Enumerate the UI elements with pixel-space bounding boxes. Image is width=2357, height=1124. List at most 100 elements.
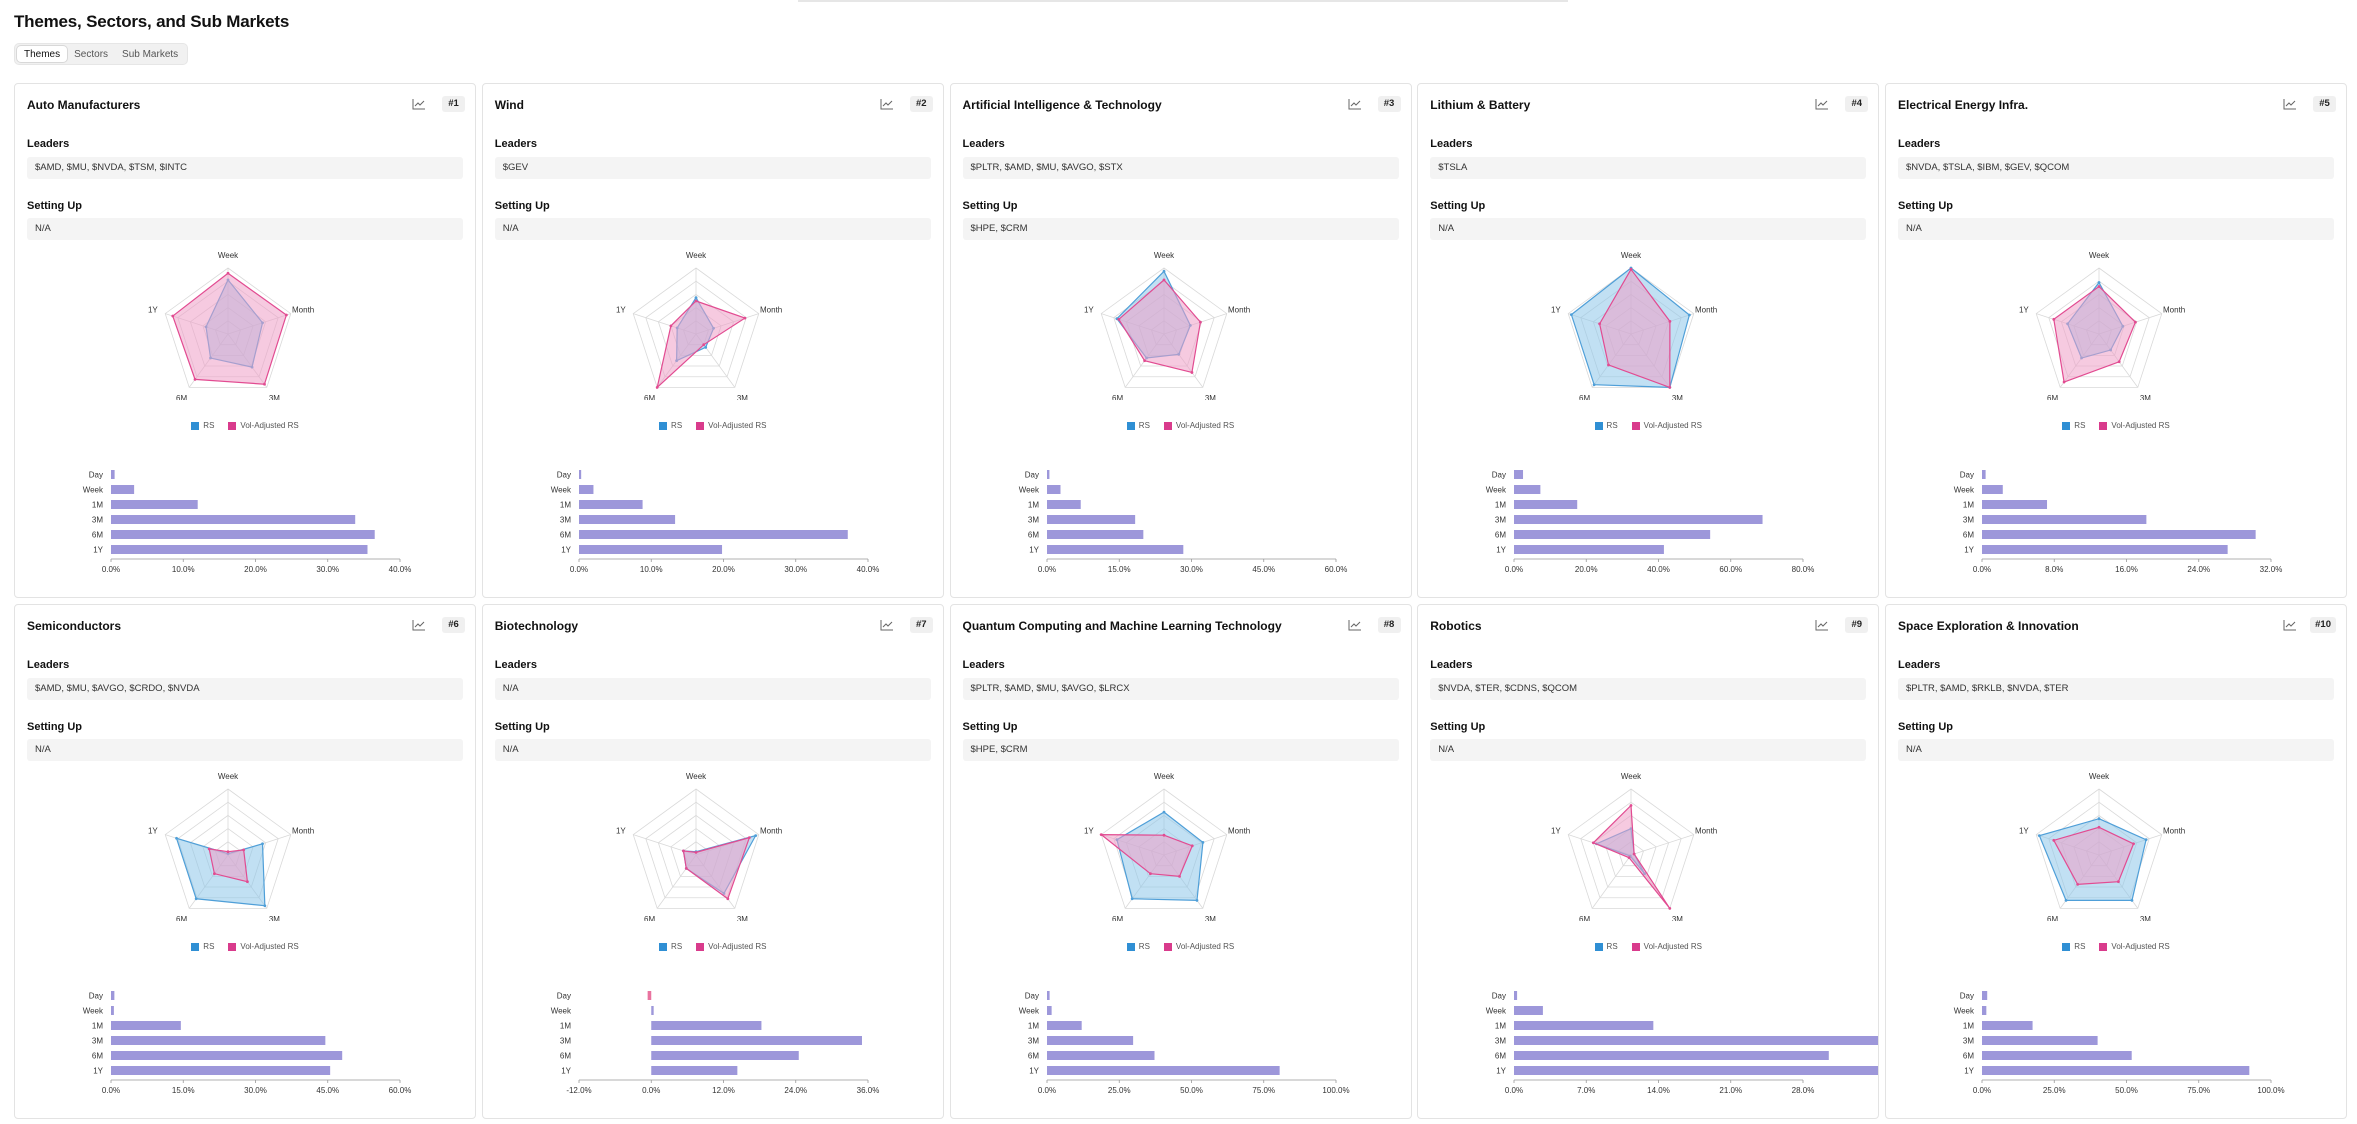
bar-1y[interactable] <box>111 1066 331 1075</box>
radar-vol-adjusted-rs-series[interactable] <box>1098 833 1193 877</box>
bar-6m[interactable] <box>1982 530 2256 539</box>
bar-day[interactable] <box>1514 470 1524 479</box>
bar-day[interactable] <box>111 470 115 479</box>
radar-vol-adjusted-rs-series[interactable] <box>172 272 288 385</box>
tab-sub-markets[interactable]: Sub Markets <box>122 49 179 60</box>
radar-vol-adjusted-rs-series-point[interactable] <box>171 314 175 318</box>
radar-vol-adjusted-rs-series-point[interactable] <box>702 343 705 347</box>
bar-1m[interactable] <box>1982 500 2048 509</box>
radar-vol-adjusted-rs-series-point[interactable] <box>1190 371 1193 374</box>
legend-vol-adjusted-rs[interactable]: Vol-Adjusted RS <box>2099 421 2170 430</box>
radar-vol-adjusted-rs-series-point[interactable] <box>1177 874 1181 878</box>
legend-vol-adjusted-rs[interactable]: Vol-Adjusted RS <box>1163 421 1234 430</box>
radar-vol-adjusted-rs-series-point[interactable] <box>2062 380 2066 384</box>
bar-6m[interactable] <box>651 1051 799 1060</box>
radar-vol-adjusted-rs-series-point[interactable] <box>284 313 288 317</box>
radar-vol-adjusted-rs-series-point[interactable] <box>263 382 266 386</box>
bar-week[interactable] <box>111 1006 114 1015</box>
radar-vol-adjusted-rs-series-point[interactable] <box>655 385 659 389</box>
bar-1y[interactable] <box>1982 1066 2250 1075</box>
bar-1y[interactable] <box>651 1066 738 1075</box>
bar-week[interactable] <box>1514 485 1541 494</box>
radar-vol-adjusted-rs-series-point[interactable] <box>1668 906 1672 910</box>
radar-vol-adjusted-rs-series-point[interactable] <box>2097 285 2101 288</box>
radar-vol-adjusted-rs-series-point[interactable] <box>1162 278 1165 282</box>
bar-3m[interactable] <box>1982 515 2147 524</box>
tab-sectors[interactable]: Sectors <box>74 49 109 60</box>
radar-vol-adjusted-rs-series-point[interactable] <box>1198 320 1202 324</box>
legend-rs[interactable]: RS <box>191 421 214 430</box>
radar-rs-series-point[interactable] <box>1162 810 1165 814</box>
bar-day[interactable] <box>1982 470 1986 479</box>
radar-rs-series-point[interactable] <box>753 834 757 838</box>
bar-day[interactable] <box>1046 991 1050 1000</box>
radar-vol-adjusted-rs-series-point[interactable] <box>1668 319 1672 323</box>
legend-rs[interactable]: RS <box>2062 942 2085 951</box>
radar-vol-adjusted-rs-series-point[interactable] <box>2132 842 2135 846</box>
radar-vol-adjusted-rs-series-point[interactable] <box>226 271 230 275</box>
radar-vol-adjusted-rs-series-point[interactable] <box>2134 320 2137 324</box>
bar-1y[interactable] <box>111 545 368 554</box>
bar-week[interactable] <box>578 485 594 494</box>
chart-icon[interactable] <box>1348 619 1362 631</box>
bar-6m[interactable] <box>1514 1051 1830 1060</box>
radar-vol-adjusted-rs-series-point[interactable] <box>681 849 685 853</box>
legend-rs[interactable]: RS <box>1594 942 1618 951</box>
bar-1m[interactable] <box>1982 1021 2033 1030</box>
chart-icon[interactable] <box>412 619 426 631</box>
bar-1m[interactable] <box>1046 1021 1082 1030</box>
legend-rs[interactable]: RS <box>2062 421 2085 430</box>
bar-6m[interactable] <box>1514 530 1711 539</box>
radar-vol-adjusted-rs-series-point[interactable] <box>743 316 747 320</box>
bar-3m[interactable] <box>1514 515 1763 524</box>
bar-1m[interactable] <box>651 1021 762 1030</box>
radar-vol-adjusted-rs-series[interactable] <box>1117 279 1201 374</box>
legend-vol-adjusted-rs[interactable]: Vol-Adjusted RS <box>696 421 766 430</box>
bar-1y[interactable] <box>1514 1066 1879 1075</box>
radar-vol-adjusted-rs-series-point[interactable] <box>1190 844 1194 848</box>
radar-vol-adjusted-rs-series-point[interactable] <box>2117 360 2121 364</box>
radar-rs-series-point[interactable] <box>2130 898 2134 902</box>
radar-vol-adjusted-rs-series-point[interactable] <box>684 866 688 870</box>
chart-icon[interactable] <box>1815 619 1829 631</box>
chart-icon[interactable] <box>412 98 426 110</box>
bar-week[interactable] <box>651 1006 654 1015</box>
bar-3m[interactable] <box>1046 1036 1133 1045</box>
radar-vol-adjusted-rs-series-point[interactable] <box>726 897 729 901</box>
radar-rs-series-point[interactable] <box>2064 898 2068 902</box>
radar-vol-adjusted-rs-series-point[interactable] <box>1629 804 1633 807</box>
legend-rs[interactable]: RS <box>191 942 214 951</box>
radar-vol-adjusted-rs-series-point[interactable] <box>1627 856 1631 860</box>
radar-rs-series-point[interactable] <box>704 345 707 349</box>
chart-icon[interactable] <box>1348 98 1362 110</box>
radar-vol-adjusted-rs-series[interactable] <box>2053 285 2137 383</box>
bar-day[interactable] <box>578 470 581 479</box>
radar-rs-series-point[interactable] <box>1570 313 1574 317</box>
bar-1m[interactable] <box>111 500 198 509</box>
bar-1y[interactable] <box>1046 1066 1280 1075</box>
bar-1m[interactable] <box>1046 500 1081 509</box>
radar-rs-series-point[interactable] <box>1195 898 1198 902</box>
legend-vol-adjusted-rs[interactable]: Vol-Adjusted RS <box>696 942 766 951</box>
radar-vol-adjusted-rs-series[interactable] <box>2052 826 2135 885</box>
bar-week[interactable] <box>1982 1006 1987 1015</box>
chart-icon[interactable] <box>880 98 894 110</box>
radar-vol-adjusted-rs-series-point[interactable] <box>1142 359 1146 363</box>
radar-vol-adjusted-rs-series-point[interactable] <box>669 324 673 328</box>
radar-vol-adjusted-rs-series-point[interactable] <box>694 299 698 303</box>
radar-vol-adjusted-rs-series-point[interactable] <box>1592 841 1595 845</box>
bar-3m[interactable] <box>651 1036 862 1045</box>
legend-rs[interactable]: RS <box>659 942 682 951</box>
bar-1y[interactable] <box>1514 545 1665 554</box>
bar-week[interactable] <box>1046 485 1060 494</box>
bar-week[interactable] <box>1514 1006 1544 1015</box>
bar-6m[interactable] <box>111 530 375 539</box>
legend-vol-adjusted-rs[interactable]: Vol-Adjusted RS <box>228 421 299 430</box>
bar-1m[interactable] <box>578 500 643 509</box>
chart-icon[interactable] <box>880 619 894 631</box>
radar-vol-adjusted-rs-series-point[interactable] <box>1629 267 1633 271</box>
radar-vol-adjusted-rs-series-point[interactable] <box>2076 882 2080 886</box>
radar-rs-series-point[interactable] <box>2144 838 2148 842</box>
radar-rs-series-point[interactable] <box>1688 313 1692 317</box>
bar-3m[interactable] <box>1982 1036 2098 1045</box>
